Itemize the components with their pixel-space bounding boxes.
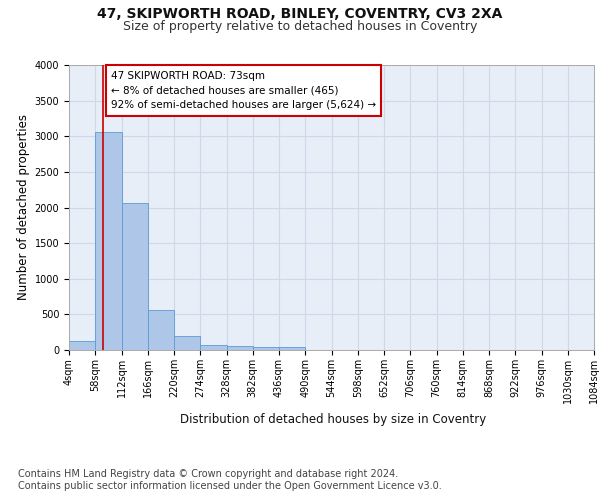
- Y-axis label: Number of detached properties: Number of detached properties: [17, 114, 31, 300]
- Text: Distribution of detached houses by size in Coventry: Distribution of detached houses by size …: [180, 412, 486, 426]
- Text: Size of property relative to detached houses in Coventry: Size of property relative to detached ho…: [123, 20, 477, 33]
- Bar: [279, 347, 305, 350]
- Text: 47 SKIPWORTH ROAD: 73sqm
← 8% of detached houses are smaller (465)
92% of semi-d: 47 SKIPWORTH ROAD: 73sqm ← 8% of detache…: [111, 70, 376, 110]
- Bar: [174, 336, 200, 350]
- Bar: [200, 344, 227, 350]
- Text: 47, SKIPWORTH ROAD, BINLEY, COVENTRY, CV3 2XA: 47, SKIPWORTH ROAD, BINLEY, COVENTRY, CV…: [97, 8, 503, 22]
- Bar: [148, 310, 174, 350]
- Bar: [227, 346, 253, 350]
- Bar: [253, 347, 279, 350]
- Bar: [69, 340, 95, 350]
- Text: Contains HM Land Registry data © Crown copyright and database right 2024.: Contains HM Land Registry data © Crown c…: [18, 469, 398, 479]
- Bar: [95, 132, 121, 350]
- Text: Contains public sector information licensed under the Open Government Licence v3: Contains public sector information licen…: [18, 481, 442, 491]
- Bar: [121, 203, 148, 350]
